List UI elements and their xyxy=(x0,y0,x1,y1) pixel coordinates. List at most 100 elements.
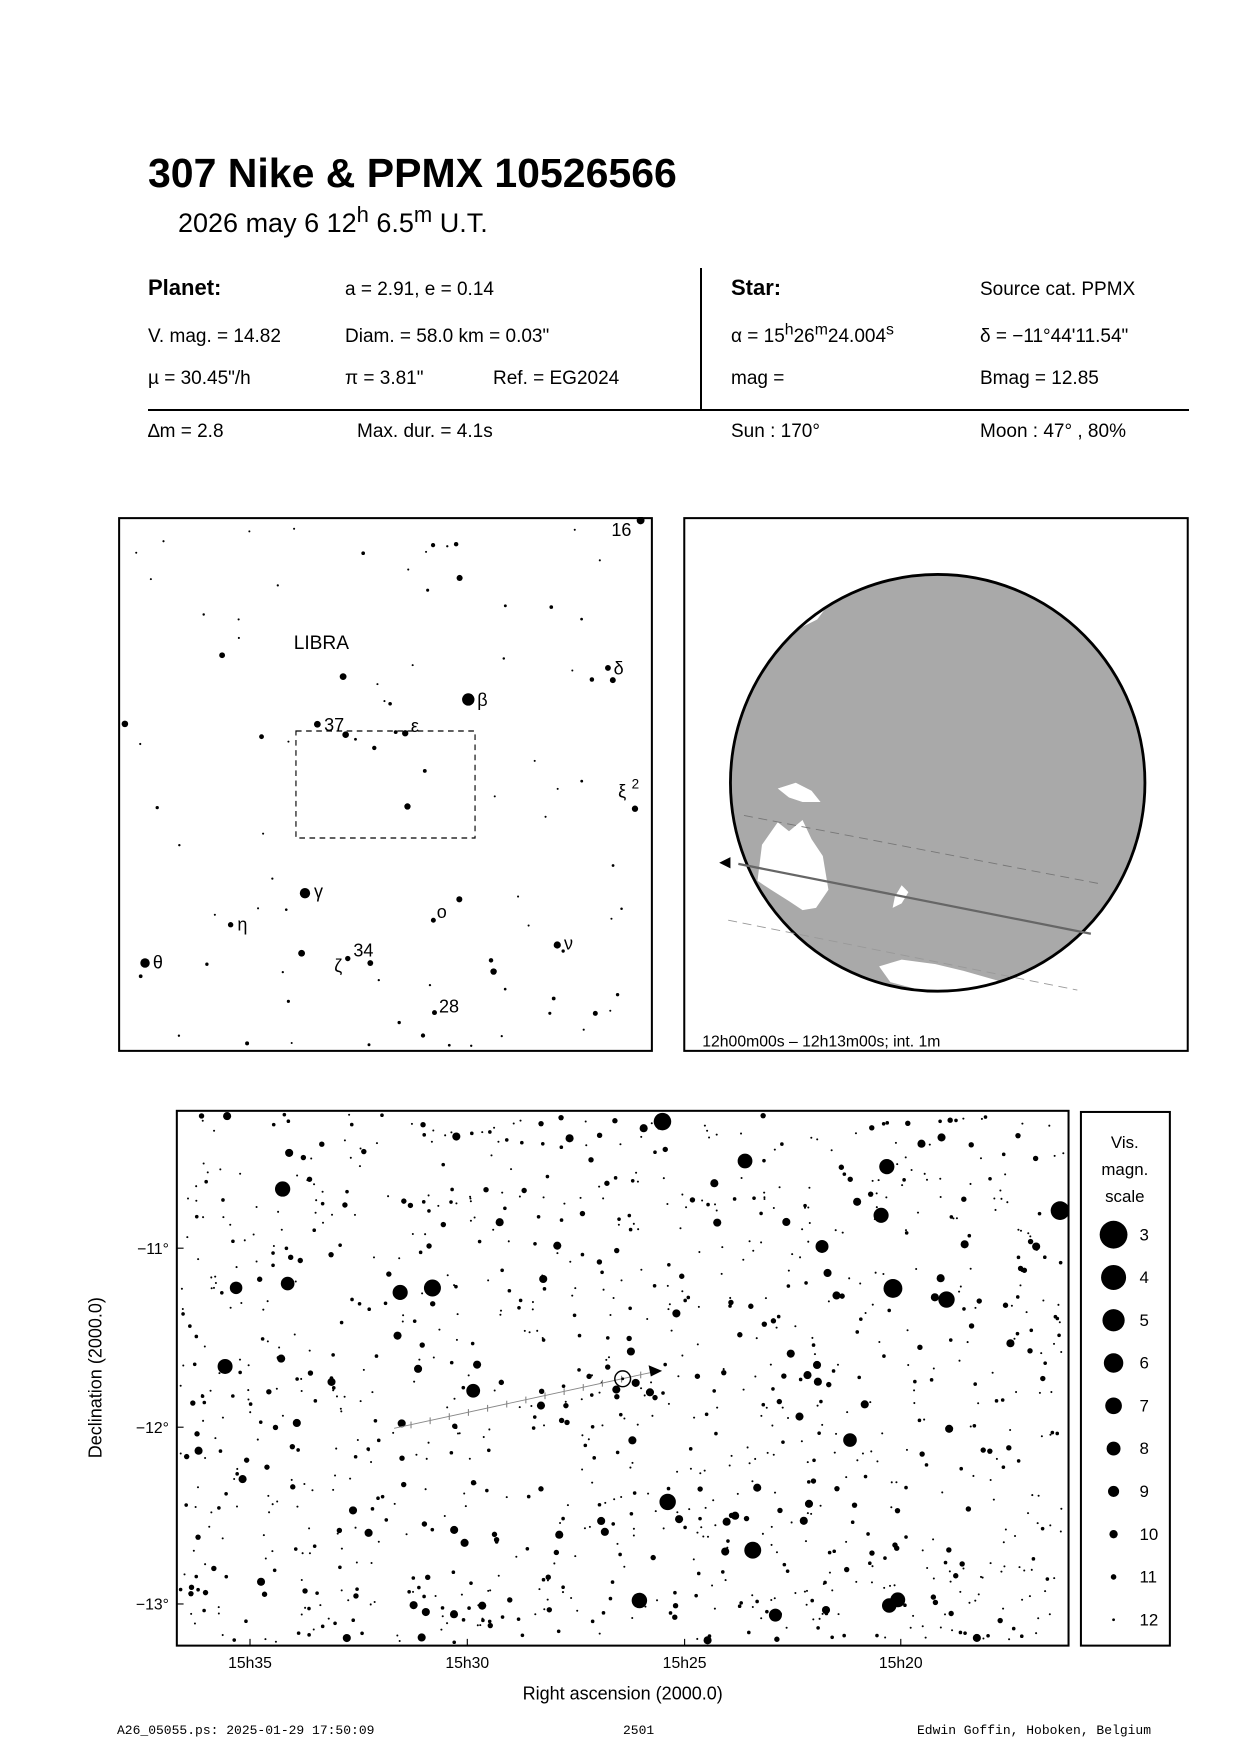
field-star xyxy=(795,1412,804,1421)
field-star xyxy=(1062,1152,1065,1155)
field-star xyxy=(491,1531,498,1538)
field-star xyxy=(527,924,530,927)
field-star xyxy=(959,1561,965,1567)
field-star xyxy=(1027,1232,1030,1235)
field-star xyxy=(681,1193,684,1196)
field-star xyxy=(197,1258,200,1261)
field-star xyxy=(977,1593,980,1596)
field-star xyxy=(353,1213,356,1216)
field-star xyxy=(333,1621,337,1626)
field-star xyxy=(532,1415,537,1419)
field-star xyxy=(590,1374,593,1377)
field-star xyxy=(773,1597,776,1600)
field-star xyxy=(500,1035,503,1038)
field-star xyxy=(960,1240,969,1249)
field-star xyxy=(561,1384,566,1388)
planet-orbit: a = 2.91, e = 0.14 xyxy=(345,279,494,300)
field-star xyxy=(434,1594,437,1598)
field-star xyxy=(619,1143,622,1146)
field-star xyxy=(581,1434,584,1437)
field-star xyxy=(139,742,142,746)
field-star xyxy=(543,1424,546,1427)
field-star xyxy=(612,1385,621,1394)
field-star xyxy=(609,1313,612,1316)
field-star xyxy=(601,1424,604,1427)
field-star xyxy=(423,1279,441,1297)
field-star xyxy=(497,1140,500,1143)
field-star xyxy=(598,1185,601,1188)
field-star xyxy=(311,1489,314,1492)
field-star xyxy=(817,1431,821,1435)
field-star xyxy=(654,1510,657,1513)
field-star xyxy=(932,1599,939,1606)
field-star xyxy=(1050,1430,1055,1435)
field-star xyxy=(488,958,494,963)
field-star xyxy=(570,1597,573,1600)
field-star xyxy=(885,1196,888,1199)
field-star xyxy=(456,1313,459,1316)
field-star xyxy=(714,1203,717,1206)
field-star xyxy=(763,1196,766,1199)
field-star xyxy=(392,1431,395,1434)
field-star xyxy=(315,1591,319,1595)
field-star xyxy=(342,1633,351,1643)
field-star xyxy=(623,1417,626,1420)
field-star xyxy=(531,1301,534,1304)
legend-dot-6 xyxy=(1103,1353,1124,1373)
field-star xyxy=(618,1412,623,1417)
field-star xyxy=(1040,1375,1046,1382)
field-star xyxy=(943,1560,948,1565)
field-star xyxy=(655,1397,658,1400)
field-star xyxy=(868,1561,872,1565)
field-star xyxy=(231,1394,235,1398)
field-star xyxy=(354,737,357,741)
field-star xyxy=(421,1521,428,1527)
ut-text: U.T. xyxy=(432,208,488,238)
field-star xyxy=(255,1260,258,1263)
legend-mag-label: 6 xyxy=(1139,1354,1148,1373)
field-star xyxy=(921,1549,924,1552)
field-star xyxy=(573,528,576,531)
field-star xyxy=(870,1450,873,1453)
field-star xyxy=(432,1356,435,1359)
field-star xyxy=(675,1515,684,1524)
field-star xyxy=(640,1268,643,1271)
field-star xyxy=(249,1411,252,1414)
field-star xyxy=(262,832,265,835)
field-star xyxy=(835,1432,838,1435)
field-star xyxy=(968,1323,975,1329)
legend-mag-label: 11 xyxy=(1139,1568,1157,1587)
field-star xyxy=(580,1398,583,1401)
field-star xyxy=(1055,1316,1060,1321)
field-star xyxy=(303,1482,306,1486)
field-star xyxy=(703,1636,712,1645)
field-star xyxy=(1015,1391,1018,1394)
field-star xyxy=(887,1308,892,1313)
magnitude-legend xyxy=(1079,1110,1171,1647)
field-star xyxy=(702,1535,705,1538)
field-star xyxy=(827,1300,830,1303)
field-star xyxy=(773,1148,776,1151)
field-star xyxy=(904,1156,907,1159)
field-star xyxy=(561,1516,565,1521)
field-star xyxy=(894,1545,900,1551)
field-star xyxy=(430,543,436,548)
field-star xyxy=(229,1281,243,1295)
field-star xyxy=(272,1244,275,1248)
field-star xyxy=(338,1243,342,1247)
hour-sup: h xyxy=(356,202,369,227)
field-star xyxy=(979,1575,983,1578)
field-star xyxy=(321,1190,324,1193)
field-star xyxy=(668,1611,673,1615)
field-star xyxy=(121,720,129,728)
field-star xyxy=(487,1279,490,1282)
field-star xyxy=(546,1607,553,1613)
target-star xyxy=(621,1377,625,1381)
field-star xyxy=(787,1417,790,1420)
field-star xyxy=(704,1412,709,1417)
field-star xyxy=(712,1389,716,1393)
star-gamma xyxy=(299,888,311,899)
field-star xyxy=(923,1418,926,1421)
field-star xyxy=(924,1636,927,1639)
field-star xyxy=(420,1033,426,1038)
